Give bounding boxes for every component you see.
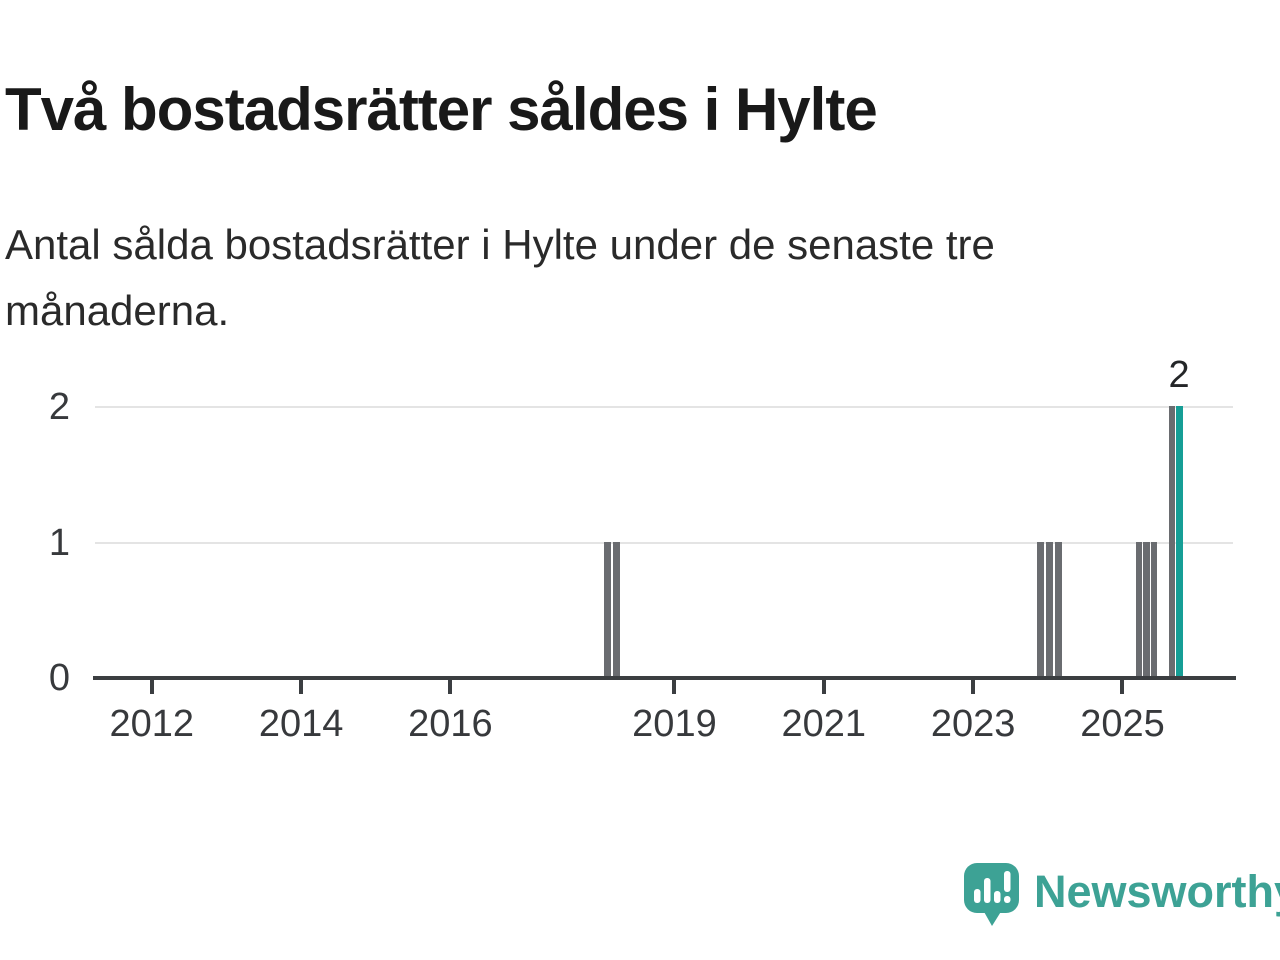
bar <box>1150 541 1158 678</box>
x-tick-2021 <box>821 680 826 694</box>
bar <box>1055 541 1062 678</box>
y-axis-label-2: 2 <box>48 386 70 428</box>
x-axis-label-2014: 2014 <box>258 703 344 745</box>
x-axis-label-2021: 2021 <box>781 703 867 745</box>
x-axis-label-2025: 2025 <box>1080 703 1165 745</box>
x-axis-label-2023: 2023 <box>930 703 1016 745</box>
bar <box>1168 406 1176 678</box>
page-title: Två bostadsrätter såldes i Hylte <box>5 76 878 144</box>
bar-value-label: 2 <box>1168 354 1190 396</box>
x-axis-label-2012: 2012 <box>109 703 195 745</box>
bar <box>1037 541 1044 678</box>
highlighted-bar <box>1176 406 1183 678</box>
x-tick-2012 <box>149 680 154 694</box>
x-axis-label-2019: 2019 <box>632 703 717 745</box>
bar <box>613 541 620 678</box>
gridline-y-2 <box>95 406 1233 408</box>
y-axis-label-1: 1 <box>48 521 70 564</box>
bar <box>1046 541 1053 678</box>
bar <box>604 541 611 678</box>
chart-subtitle: Antal sålda bostadsrätter i Hylte under … <box>5 221 995 334</box>
newsworthy-brand-name: Newsworthy <box>1034 866 1280 917</box>
x-tick-2023 <box>971 680 976 694</box>
x-axis-line <box>93 676 1236 680</box>
y-axis-label-0: 0 <box>48 657 70 699</box>
x-tick-2016 <box>448 680 453 694</box>
bar <box>1135 541 1143 678</box>
x-tick-2025 <box>1120 680 1125 694</box>
newsworthy-logo-icon <box>964 863 1019 926</box>
x-axis-label-2016: 2016 <box>408 703 493 745</box>
gridline-y-1 <box>95 541 1233 544</box>
x-tick-2014 <box>299 680 304 694</box>
bar <box>1143 541 1150 678</box>
x-tick-2019 <box>672 680 677 694</box>
